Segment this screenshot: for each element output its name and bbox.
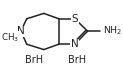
Text: CH$_3$: CH$_3$ [1,31,19,44]
Text: BrH: BrH [68,55,86,65]
Text: S: S [71,14,78,24]
Text: BrH: BrH [25,55,43,65]
Text: N: N [71,39,79,49]
Text: NH$_2$: NH$_2$ [103,25,122,37]
Text: N: N [17,26,25,36]
